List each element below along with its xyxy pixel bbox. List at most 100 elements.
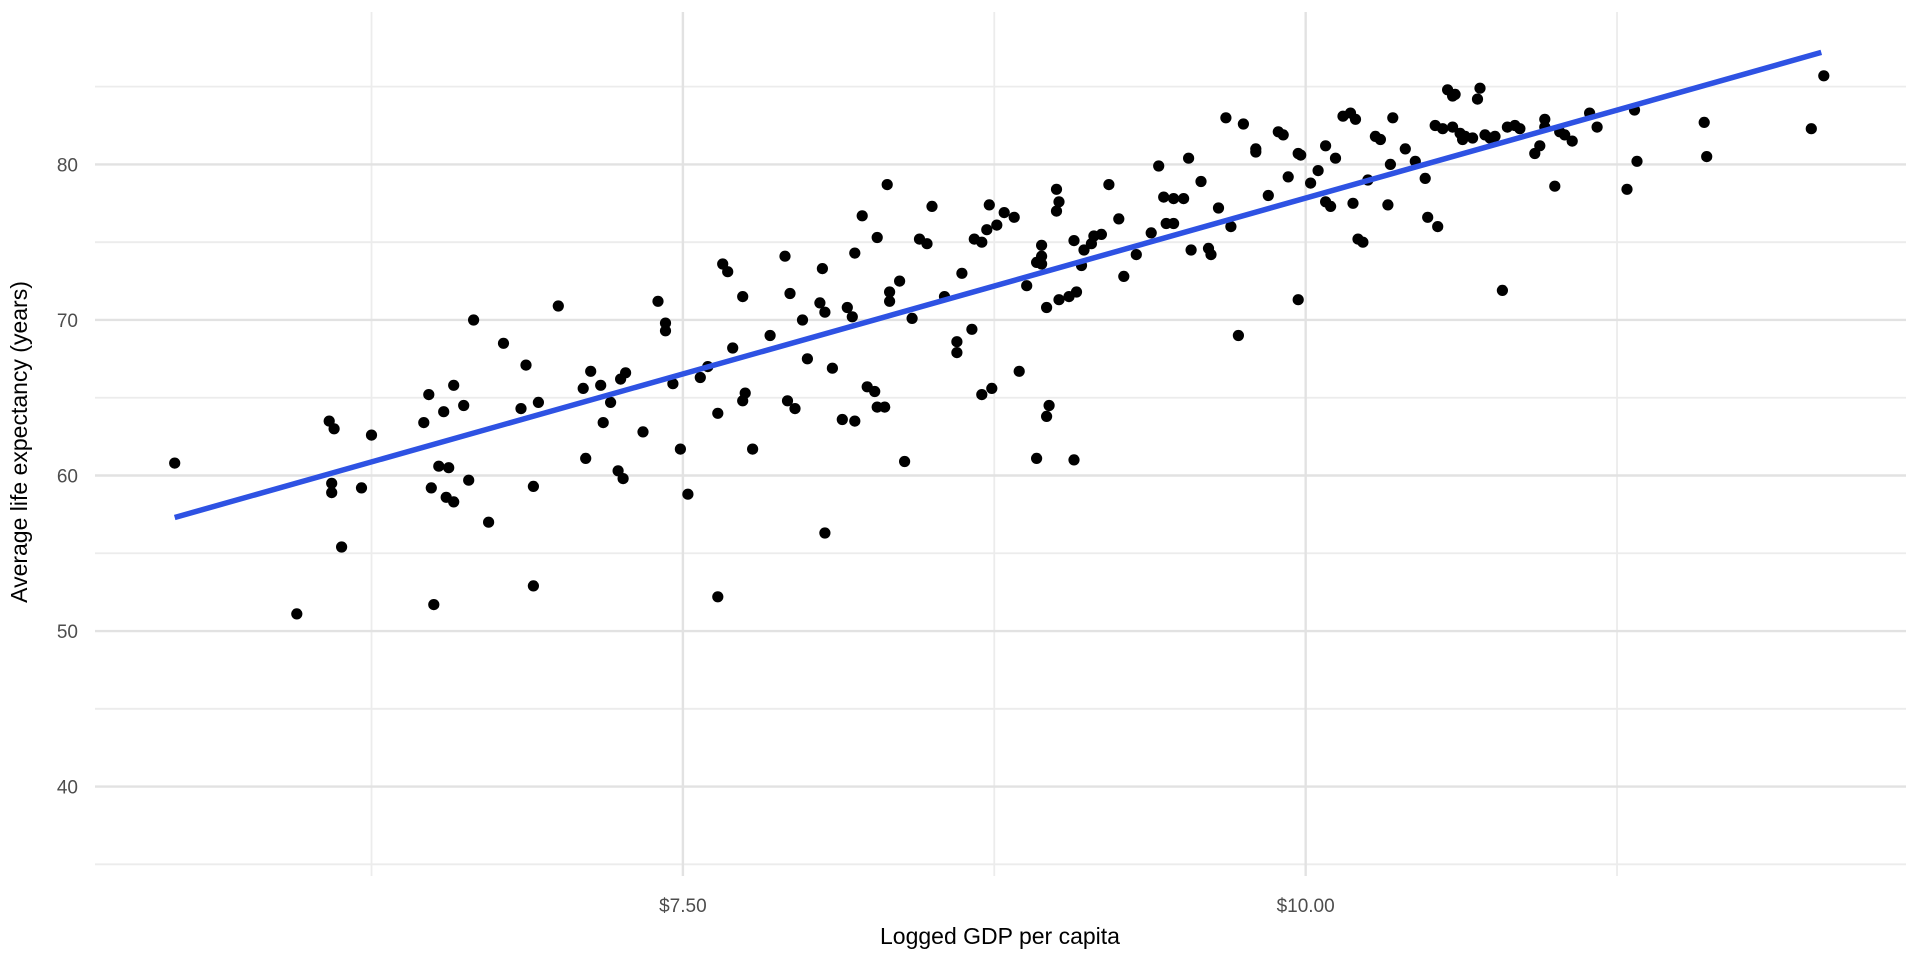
data-point (981, 224, 993, 236)
data-point (1008, 211, 1020, 223)
data-point (1118, 270, 1130, 282)
data-point (921, 238, 933, 250)
data-point (328, 423, 340, 435)
data-point (881, 179, 893, 191)
data-point (1053, 196, 1065, 208)
data-point (1262, 189, 1274, 202)
data-point (1050, 183, 1063, 195)
data-point (976, 389, 988, 401)
data-point (712, 407, 724, 419)
data-point (1805, 123, 1817, 135)
data-point (722, 266, 734, 278)
data-point (1539, 113, 1551, 125)
data-point (515, 403, 527, 415)
data-point (884, 286, 896, 298)
data-point (1449, 88, 1461, 100)
data-point (497, 337, 510, 349)
data-point (595, 379, 607, 391)
data-point (1419, 172, 1431, 184)
data-point (1021, 280, 1033, 292)
data-point (1212, 202, 1225, 214)
data-point (856, 210, 868, 222)
data-point (983, 199, 995, 211)
data-point (1349, 113, 1362, 125)
x-axis-title: Logged GDP per capita (880, 923, 1120, 949)
data-point (1374, 133, 1386, 146)
data-point (1095, 228, 1107, 240)
data-point (1467, 132, 1479, 144)
data-point (816, 263, 829, 275)
data-point (1591, 121, 1603, 133)
data-point (527, 580, 540, 592)
y-tick-label: 70 (57, 311, 78, 332)
data-point (552, 300, 564, 312)
data-point (747, 443, 759, 455)
data-point (674, 443, 687, 455)
data-point (1489, 130, 1501, 142)
data-point (1050, 205, 1063, 217)
data-point (894, 275, 906, 287)
data-point (819, 527, 831, 539)
data-point (789, 403, 801, 415)
data-point (458, 399, 470, 412)
data-point (951, 336, 963, 348)
y-tick-label: 60 (57, 466, 78, 487)
data-point (577, 382, 589, 394)
data-point (463, 474, 475, 486)
data-point (637, 426, 649, 438)
data-point (869, 385, 881, 398)
data-point (1036, 250, 1048, 262)
data-point (365, 429, 378, 441)
data-point (326, 477, 338, 489)
y-tick-label: 50 (57, 622, 78, 643)
data-point (1347, 197, 1359, 209)
data-point (1168, 193, 1180, 205)
data-point (1432, 221, 1444, 233)
data-point (1384, 158, 1396, 170)
data-point (694, 371, 706, 384)
data-point (951, 347, 963, 359)
data-point (998, 207, 1010, 219)
regression-trend-line (173, 49, 1823, 521)
data-point (884, 295, 896, 307)
major-gridlines (95, 12, 1906, 876)
data-point (1225, 221, 1237, 233)
data-point (659, 317, 672, 329)
data-point (1041, 410, 1053, 422)
data-point (597, 417, 609, 429)
data-point (879, 401, 891, 413)
data-point (1325, 200, 1337, 212)
data-point (1250, 146, 1262, 158)
data-point (448, 496, 460, 508)
data-point (841, 301, 853, 314)
data-point (1013, 365, 1025, 377)
data-point (1205, 249, 1217, 261)
data-point (1387, 112, 1399, 124)
data-point (667, 378, 679, 390)
data-point (764, 329, 776, 342)
data-point (1566, 135, 1578, 147)
scatter-points (169, 70, 1830, 620)
x-axis-tick-labels: $7.50 $10.00 (659, 896, 1335, 917)
data-point (991, 219, 1003, 231)
data-point (1399, 143, 1411, 155)
data-point (1078, 244, 1090, 256)
data-point (1329, 152, 1342, 164)
data-point (1292, 294, 1304, 306)
data-point (796, 314, 809, 326)
data-point (652, 295, 664, 307)
data-point (819, 306, 831, 318)
data-point (1447, 121, 1459, 133)
data-point (871, 231, 883, 244)
data-point (784, 287, 796, 300)
data-point (926, 200, 938, 212)
x-tick-label: $10.00 (1277, 896, 1335, 917)
data-point (739, 387, 751, 399)
data-point (836, 413, 848, 426)
data-point (1382, 199, 1394, 211)
data-point (1130, 249, 1142, 261)
y-axis-tick-labels: 40 50 60 70 80 (57, 155, 78, 798)
data-point (846, 311, 858, 323)
data-point (418, 417, 430, 429)
